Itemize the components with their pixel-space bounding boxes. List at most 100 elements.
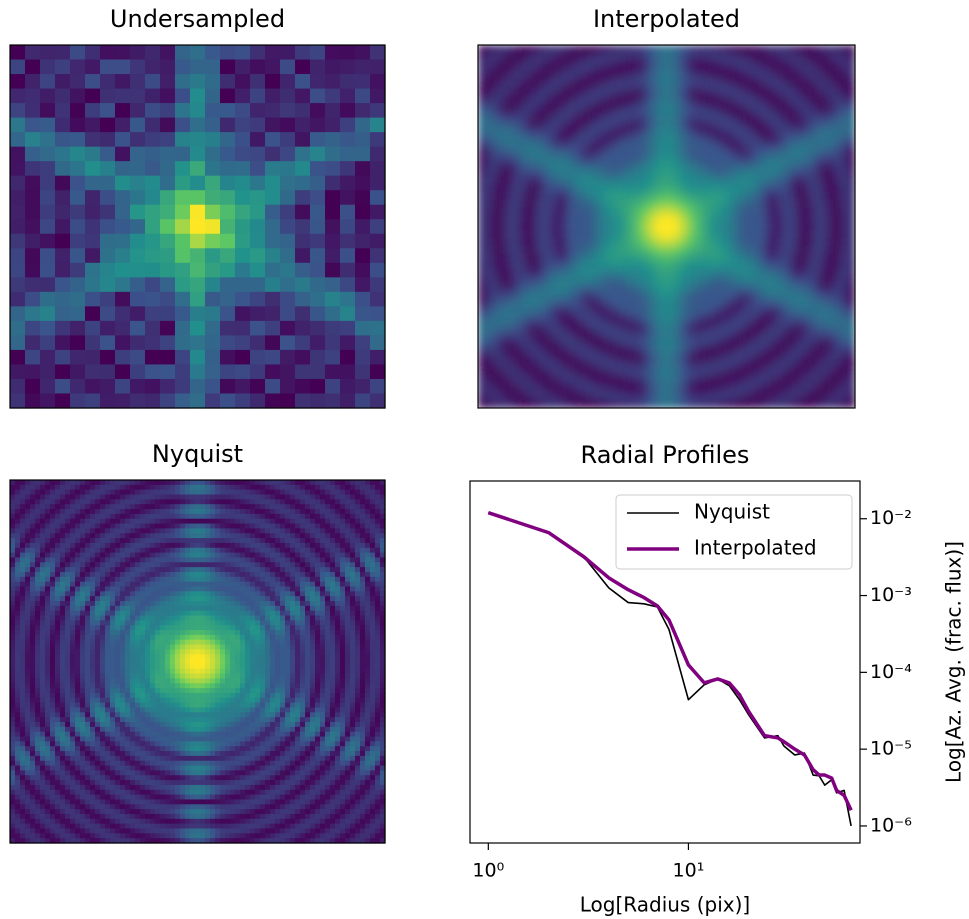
image-pixel	[510, 284, 519, 293]
image-pixel	[678, 392, 688, 401]
image-pixel	[130, 562, 136, 568]
image-pixel	[85, 755, 91, 762]
image-pixel	[20, 654, 26, 660]
image-pixel	[80, 644, 86, 650]
image-pixel	[205, 248, 221, 264]
image-pixel	[518, 361, 527, 370]
image-pixel	[90, 813, 96, 820]
image-pixel	[145, 533, 151, 539]
image-pixel	[140, 794, 146, 801]
image-pixel	[90, 789, 96, 796]
image-pixel	[550, 137, 559, 146]
image-pixel	[478, 207, 487, 216]
image-pixel	[265, 103, 281, 119]
image-pixel	[518, 315, 527, 324]
image-pixel	[694, 230, 704, 239]
image-pixel	[830, 214, 840, 224]
image-pixel	[110, 668, 116, 675]
image-pixel	[160, 190, 176, 206]
image-pixel	[90, 581, 96, 588]
image-pixel	[542, 75, 551, 85]
image-pixel	[90, 644, 96, 650]
image-pixel	[622, 214, 631, 224]
image-pixel	[80, 634, 86, 641]
image-pixel	[100, 746, 106, 752]
image-pixel	[90, 668, 96, 675]
image-pixel	[55, 146, 71, 162]
image-pixel	[846, 361, 855, 370]
image-pixel	[140, 562, 146, 568]
image-pixel	[85, 513, 91, 520]
image-pixel	[30, 601, 36, 607]
image-pixel	[150, 731, 156, 738]
image-pixel	[100, 639, 106, 646]
image-pixel	[798, 230, 808, 239]
image-pixel	[235, 378, 251, 395]
image-pixel	[135, 736, 141, 742]
image-pixel	[280, 233, 296, 249]
image-pixel	[95, 567, 101, 573]
image-pixel	[526, 214, 535, 224]
image-pixel	[598, 75, 607, 85]
image-pixel	[838, 114, 848, 123]
image-pixel	[220, 320, 236, 336]
image-pixel	[75, 571, 81, 578]
image-pixel	[100, 378, 116, 395]
image-pixel	[90, 494, 96, 500]
image-pixel	[85, 726, 91, 733]
image-pixel	[95, 813, 101, 820]
image-pixel	[726, 137, 736, 146]
image-pixel	[70, 523, 76, 529]
image-pixel	[250, 45, 266, 61]
image-pixel	[355, 175, 371, 191]
image-pixel	[534, 315, 543, 324]
image-pixel	[340, 74, 356, 90]
image-pixel	[10, 673, 16, 680]
image-pixel	[830, 361, 840, 370]
image-pixel	[630, 106, 640, 116]
image-pixel	[10, 262, 26, 278]
image-pixel	[145, 175, 161, 191]
image-pixel	[45, 780, 51, 786]
image-pixel	[90, 760, 96, 767]
image-pixel	[518, 346, 527, 355]
image-pixel	[686, 68, 696, 77]
image-pixel	[734, 222, 744, 231]
image-pixel	[50, 813, 56, 820]
image-pixel	[678, 369, 688, 378]
image-pixel	[100, 630, 106, 636]
image-pixel	[686, 353, 696, 363]
image-pixel	[75, 717, 81, 723]
image-pixel	[718, 330, 728, 340]
image-pixel	[55, 513, 61, 520]
image-pixel	[35, 523, 41, 529]
image-pixel	[10, 692, 16, 699]
image-pixel	[654, 268, 664, 278]
image-pixel	[70, 809, 76, 815]
image-pixel	[15, 499, 21, 505]
image-pixel	[15, 659, 21, 665]
image-pixel	[694, 199, 704, 208]
image-pixel	[120, 673, 126, 680]
image-pixel	[105, 784, 111, 791]
image-pixel	[80, 804, 86, 810]
image-pixel	[614, 400, 623, 408]
image-pixel	[502, 129, 511, 139]
image-pixel	[135, 538, 141, 544]
image-pixel	[110, 630, 116, 636]
image-pixel	[742, 377, 752, 386]
image-pixel	[85, 770, 91, 776]
image-pixel	[150, 707, 156, 713]
image-pixel	[494, 384, 503, 394]
image-pixel	[494, 238, 503, 247]
image-pixel	[145, 838, 151, 844]
image-pixel	[710, 168, 720, 177]
image-pixel	[550, 99, 559, 108]
image-pixel	[340, 219, 356, 235]
image-pixel	[15, 833, 21, 839]
image-pixel	[90, 804, 96, 810]
image-pixel	[550, 307, 559, 316]
image-pixel	[502, 45, 511, 54]
image-pixel	[25, 634, 31, 641]
image-pixel	[710, 122, 720, 131]
